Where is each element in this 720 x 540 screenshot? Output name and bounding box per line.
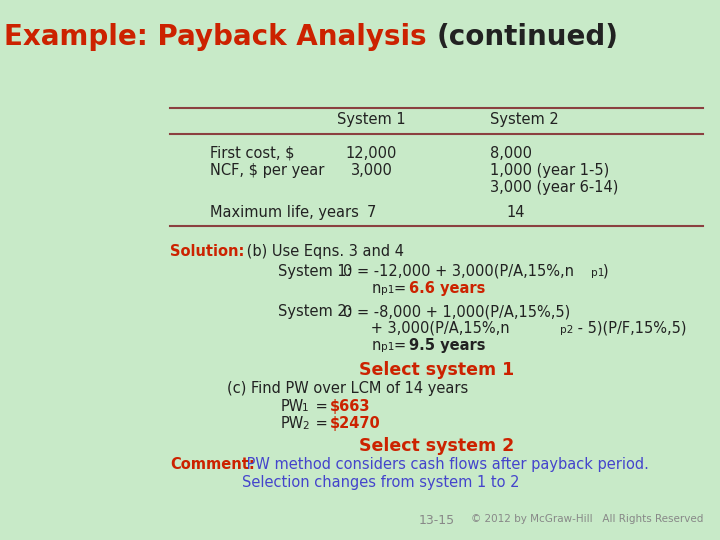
Text: © 2012 by McGraw-Hill   All Rights Reserved: © 2012 by McGraw-Hill All Rights Reserve… [471,514,703,524]
Text: $2470: $2470 [330,416,381,431]
Text: 3,000 (year 6-14): 3,000 (year 6-14) [490,180,619,195]
Text: 12,000: 12,000 [346,146,397,161]
Text: PW method considers cash flows after payback period.: PW method considers cash flows after pay… [242,457,649,472]
Text: System 2:: System 2: [278,304,351,319]
Text: + 3,000(P/A,15%,n: + 3,000(P/A,15%,n [343,321,510,336]
Text: 1,000 (year 1-5): 1,000 (year 1-5) [490,163,610,178]
Text: 0 = -12,000 + 3,000(P/A,15%,n: 0 = -12,000 + 3,000(P/A,15%,n [343,264,574,279]
Text: 2: 2 [302,421,309,431]
Text: 0 = -8,000 + 1,000(P/A,15%,5): 0 = -8,000 + 1,000(P/A,15%,5) [343,304,570,319]
Text: 7: 7 [366,205,376,220]
Text: Select system 1: Select system 1 [359,361,514,379]
Text: n: n [372,281,381,296]
Text: p2: p2 [560,325,574,335]
Text: System 1: System 1 [337,112,406,127]
Text: ): ) [603,264,608,279]
Text: 13-15: 13-15 [418,514,455,527]
Text: PW: PW [281,416,304,431]
Text: Comment:: Comment: [170,457,255,472]
Text: $663: $663 [330,399,371,414]
Text: 9.5 years: 9.5 years [410,338,486,353]
Text: =: = [394,281,410,296]
Text: (b) Use Eqns. 3 and 4: (b) Use Eqns. 3 and 4 [242,244,404,259]
Text: =: = [311,416,332,431]
Text: p1: p1 [381,342,395,353]
Text: p1: p1 [381,285,395,295]
Text: Select system 2: Select system 2 [359,437,514,455]
Text: (continued): (continued) [436,23,618,51]
Text: - 5)(P/F,15%,5): - 5)(P/F,15%,5) [572,321,686,336]
Text: =: = [311,399,332,414]
Text: 8,000: 8,000 [490,146,533,161]
Text: Example: Payback Analysis: Example: Payback Analysis [4,23,436,51]
Text: Selection changes from system 1 to 2: Selection changes from system 1 to 2 [242,475,520,490]
Text: 3,000: 3,000 [351,163,392,178]
Text: Solution:: Solution: [170,244,245,259]
Text: =: = [394,338,410,353]
Text: PW: PW [281,399,304,414]
Text: 14: 14 [507,205,525,220]
Text: 6.6 years: 6.6 years [410,281,486,296]
Text: p1: p1 [591,268,604,278]
Text: 1: 1 [302,403,309,414]
Text: NCF, $ per year: NCF, $ per year [210,163,324,178]
Text: System 2: System 2 [490,112,559,127]
Text: (c) Find PW over LCM of 14 years: (c) Find PW over LCM of 14 years [227,381,468,396]
Text: n: n [372,338,381,353]
Text: First cost, $: First cost, $ [210,146,294,161]
Text: Maximum life, years: Maximum life, years [210,205,359,220]
Text: System 1:: System 1: [278,264,351,279]
